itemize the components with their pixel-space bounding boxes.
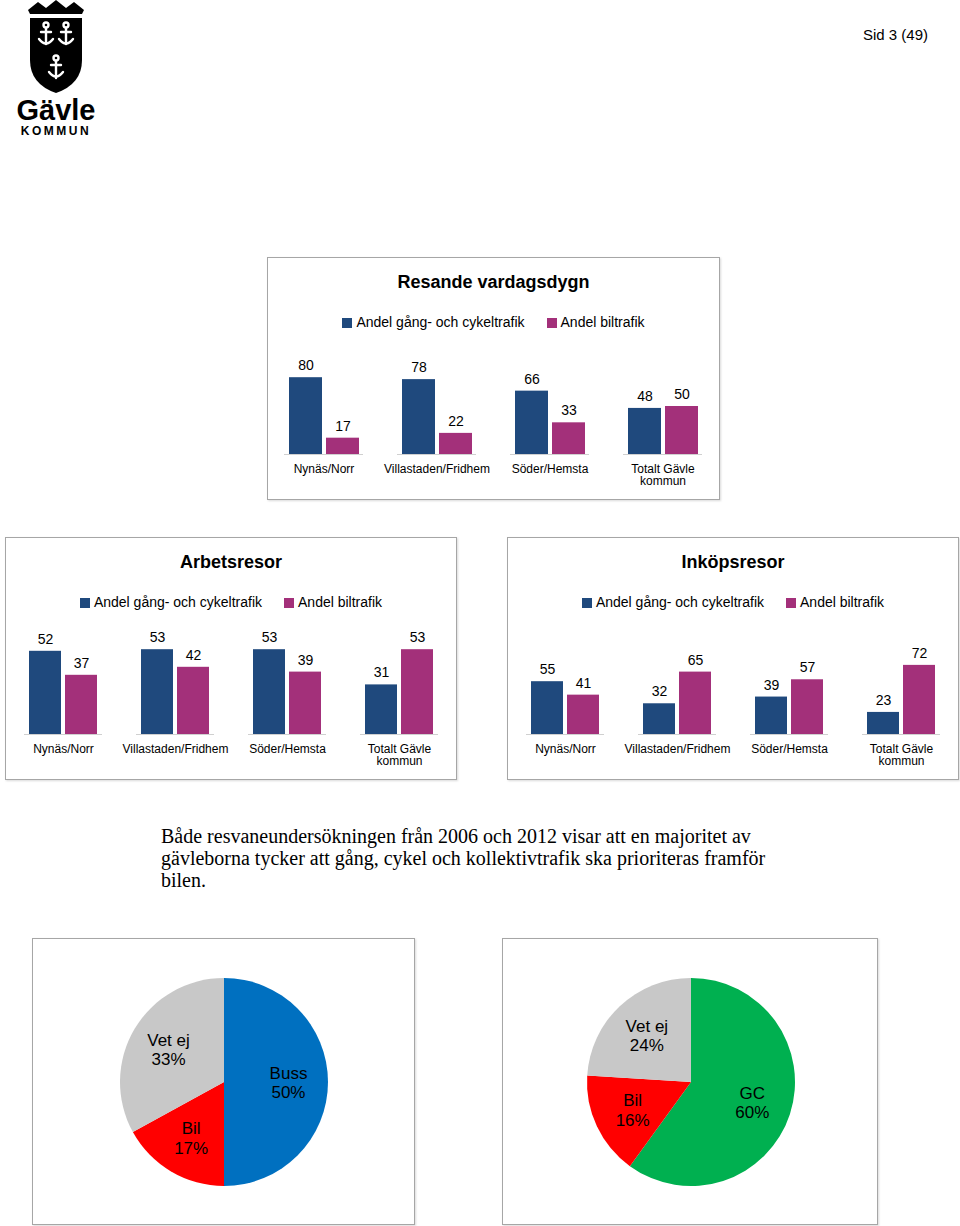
svg-text:37: 37 (74, 655, 90, 671)
svg-text:50: 50 (674, 386, 690, 402)
svg-text:Buss50%: Buss50% (270, 1064, 308, 1103)
svg-text:80: 80 (298, 357, 314, 373)
svg-text:Nynäs/Norr: Nynäs/Norr (294, 462, 355, 476)
html-text:Inköpsresor: Inköpsresor (681, 552, 785, 572)
html-text:Både resvaneundersökningen frå: Både resvaneundersökningen från 2006 och… (161, 825, 751, 847)
svg-text:Bil16%: Bil16% (616, 1091, 650, 1130)
html-text:Andel biltrafik: Andel biltrafik (800, 594, 885, 610)
svg-text:Vet ej24%: Vet ej24% (626, 1017, 669, 1056)
html-text:Arbetsresor: Arbetsresor (180, 552, 282, 572)
svg-text:65: 65 (688, 652, 704, 668)
svg-text:57: 57 (800, 659, 816, 675)
html-text:Andel gång- och cykeltrafik: Andel gång- och cykeltrafik (356, 314, 525, 330)
svg-text:78: 78 (411, 359, 427, 375)
svg-text:23: 23 (876, 692, 892, 708)
svg-text:Villastaden/Fridhem: Villastaden/Fridhem (625, 742, 731, 756)
svg-text:72: 72 (912, 645, 928, 661)
svg-text:Söder/Hemsta: Söder/Hemsta (512, 462, 589, 476)
svg-text:41: 41 (576, 675, 592, 691)
svg-text:Totalt Gävlekommun: Totalt Gävlekommun (870, 742, 934, 768)
html-text:Andel biltrafik: Andel biltrafik (560, 314, 645, 330)
html-text:Sid 3 (49): Sid 3 (49) (863, 26, 928, 43)
html-text:Andel gång- och cykeltrafik: Andel gång- och cykeltrafik (595, 594, 764, 610)
svg-text:31: 31 (374, 664, 390, 680)
svg-text:55: 55 (540, 661, 556, 677)
svg-text:42: 42 (186, 647, 202, 663)
svg-text:32: 32 (652, 683, 668, 699)
svg-text:Söder/Hemsta: Söder/Hemsta (249, 742, 326, 756)
svg-text:Nynäs/Norr: Nynäs/Norr (535, 742, 596, 756)
html-text:bilen.: bilen. (161, 869, 206, 891)
svg-text:Villastaden/Fridhem: Villastaden/Fridhem (123, 742, 229, 756)
svg-text:Vet ej33%: Vet ej33% (147, 1031, 190, 1070)
html-text:gävleborna tycker att gång, cy: gävleborna tycker att gång, cykel och ko… (161, 847, 766, 869)
html-text:Andel biltrafik: Andel biltrafik (298, 594, 383, 610)
svg-text:33: 33 (561, 402, 577, 418)
svg-text:22: 22 (448, 413, 464, 429)
svg-text:48: 48 (637, 388, 653, 404)
svg-text:Villastaden/Fridhem: Villastaden/Fridhem (384, 462, 490, 476)
svg-text:Totalt Gävlekommun: Totalt Gävlekommun (368, 742, 432, 768)
svg-text:52: 52 (38, 631, 54, 647)
svg-text:53: 53 (410, 629, 426, 645)
svg-text:66: 66 (524, 371, 540, 387)
svg-text:17: 17 (335, 418, 351, 434)
svg-text:Nynäs/Norr: Nynäs/Norr (33, 742, 94, 756)
svg-text:39: 39 (764, 677, 780, 693)
svg-text:Söder/Hemsta: Söder/Hemsta (751, 742, 828, 756)
svg-text:Bil17%: Bil17% (174, 1119, 208, 1158)
html-text:Andel gång- och cykeltrafik: Andel gång- och cykeltrafik (93, 594, 262, 610)
html-text:KOMMUN: KOMMUN (20, 124, 92, 138)
svg-text:39: 39 (298, 652, 314, 668)
svg-text:53: 53 (262, 629, 278, 645)
html-text:Gävle: Gävle (16, 94, 96, 126)
html-text:Resande vardagsdygn: Resande vardagsdygn (397, 272, 590, 292)
svg-text:Totalt Gävlekommun: Totalt Gävlekommun (631, 462, 695, 488)
svg-text:53: 53 (150, 629, 166, 645)
svg-text:GC60%: GC60% (735, 1084, 769, 1123)
